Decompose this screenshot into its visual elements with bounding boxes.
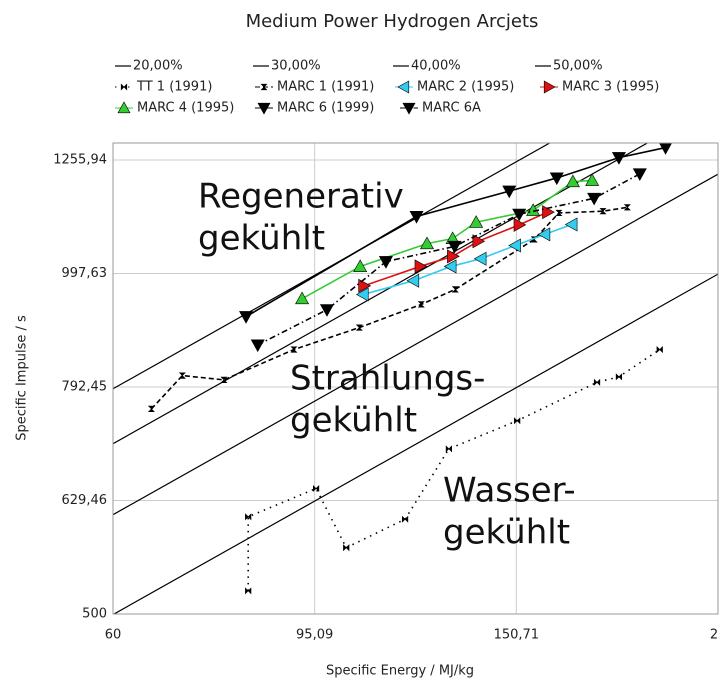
data-point	[445, 445, 452, 453]
x-tick-label: 150,71	[494, 628, 540, 643]
data-point	[290, 346, 298, 353]
legend-marker	[257, 102, 271, 115]
legend-marker	[260, 83, 268, 91]
data-point	[358, 278, 371, 293]
annotation: Wasser-	[443, 471, 576, 511]
data-point	[555, 209, 563, 217]
legend-label: TT 1 (1991)	[136, 80, 212, 95]
data-point	[659, 143, 673, 155]
data-point	[564, 217, 578, 232]
data-point	[473, 251, 487, 266]
y-tick-label: 997,63	[62, 266, 108, 281]
series-line	[113, 173, 718, 516]
data-point	[406, 273, 420, 288]
data-point	[419, 236, 435, 250]
data-point	[414, 259, 428, 274]
legend-label: 50,00%	[553, 59, 603, 74]
data-point	[451, 286, 459, 293]
legend-label: MARC 6A	[422, 101, 481, 116]
data-point	[447, 249, 460, 264]
data-point	[587, 192, 602, 206]
data-point	[295, 291, 310, 305]
x-tick-label: 2	[710, 628, 718, 643]
data-point	[512, 208, 527, 222]
data-point	[513, 217, 527, 232]
data-point	[245, 513, 252, 521]
legend-marker	[397, 80, 410, 94]
annotation: gekühlt	[290, 401, 417, 441]
data-point	[250, 339, 265, 353]
data-point	[353, 259, 368, 272]
y-tick-label: 1255,94	[53, 152, 107, 167]
legend-marker	[543, 80, 556, 94]
data-point	[623, 204, 631, 211]
data-point	[599, 208, 607, 215]
x-tick-label: 60	[105, 628, 122, 643]
data-point	[615, 373, 623, 381]
data-point	[632, 168, 647, 182]
data-point	[472, 234, 486, 249]
data-point	[549, 172, 564, 186]
data-point	[537, 227, 551, 242]
data-point	[343, 544, 350, 552]
legend-label: MARC 1 (1991)	[277, 80, 374, 95]
legend-marker	[120, 83, 128, 91]
y-tick-label: 792,45	[62, 379, 108, 394]
annotation: Strahlungs-	[290, 359, 485, 399]
data-point	[312, 484, 320, 493]
data-point	[508, 238, 521, 253]
legend-label: MARC 4 (1995)	[137, 101, 234, 116]
data-point	[656, 346, 663, 354]
data-point	[447, 240, 462, 254]
data-point	[319, 304, 334, 317]
y-tick-label: 500	[82, 607, 107, 622]
data-point	[220, 376, 228, 383]
legend-label: 40,00%	[411, 59, 461, 74]
legend-label: MARC 2 (1995)	[417, 80, 514, 95]
data-point	[585, 173, 600, 186]
x-axis-label: Specific Energy / MJ/kg	[326, 664, 474, 679]
data-point	[409, 210, 424, 224]
annotation: gekühlt	[198, 219, 325, 259]
data-point	[417, 301, 425, 308]
data-point	[611, 152, 626, 165]
legend-label: MARC 6 (1999)	[277, 101, 374, 116]
series-line	[247, 348, 661, 591]
series-line	[301, 179, 593, 300]
data-point	[469, 215, 484, 228]
data-point	[514, 417, 521, 425]
data-point	[565, 174, 580, 188]
annotation: Regenerativ	[198, 177, 404, 217]
series-line	[363, 211, 549, 287]
x-tick-label: 95,09	[296, 628, 333, 643]
data-point	[443, 259, 457, 274]
chart-title: Medium Power Hydrogen Arcjets	[246, 11, 539, 32]
series-line	[113, 273, 718, 614]
legend-label: 20,00%	[133, 59, 183, 74]
data-point	[355, 324, 363, 331]
data-point	[147, 405, 155, 413]
series-line	[245, 146, 666, 318]
annotation: gekühlt	[443, 513, 570, 553]
legend-label: 30,00%	[271, 59, 321, 74]
data-point	[502, 185, 517, 199]
y-tick-label: 629,46	[62, 493, 108, 508]
plot-frame	[112, 142, 719, 615]
legend-label: MARC 3 (1995)	[562, 80, 659, 95]
data-point	[378, 256, 393, 269]
data-point	[401, 515, 409, 523]
data-point	[239, 311, 254, 324]
plot-area	[113, 143, 718, 614]
legend-marker	[117, 101, 131, 114]
y-axis-label: Specific Impulse / s	[15, 315, 30, 441]
data-point	[178, 372, 186, 379]
legend-marker	[402, 102, 416, 115]
data-point	[245, 587, 252, 595]
data-point	[355, 287, 369, 302]
data-point	[593, 378, 601, 386]
